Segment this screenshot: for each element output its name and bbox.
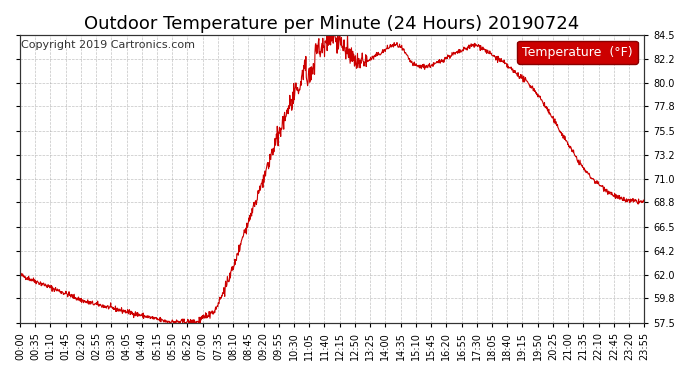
Text: Copyright 2019 Cartronics.com: Copyright 2019 Cartronics.com	[21, 40, 195, 50]
Legend: Temperature  (°F): Temperature (°F)	[518, 41, 638, 64]
Title: Outdoor Temperature per Minute (24 Hours) 20190724: Outdoor Temperature per Minute (24 Hours…	[84, 15, 580, 33]
